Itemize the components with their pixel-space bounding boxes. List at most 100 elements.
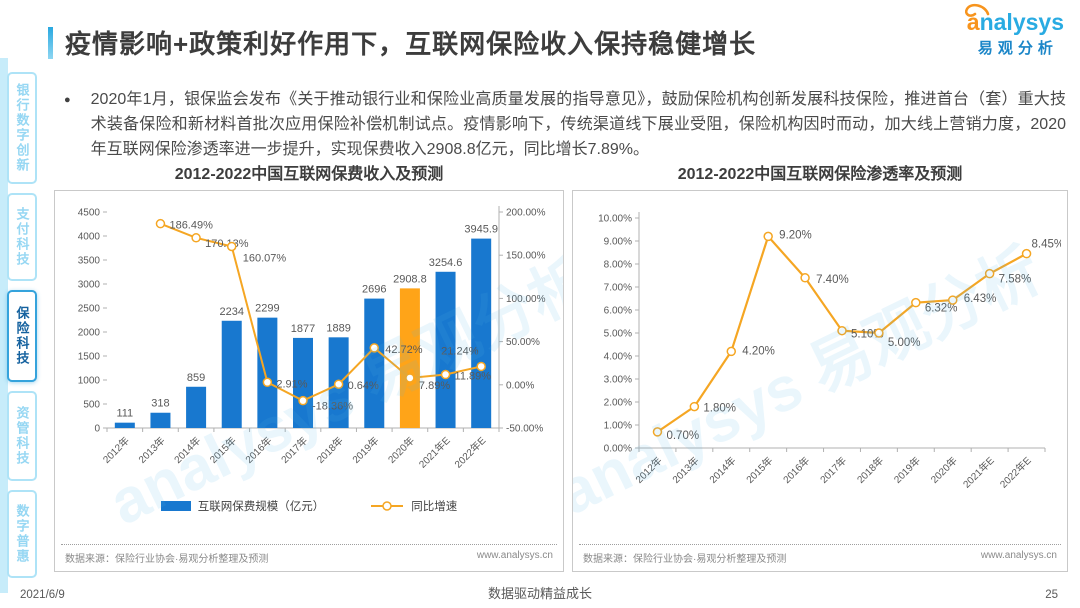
sidebar-item-label: 银行数字创新	[14, 83, 30, 173]
growth-point-2017年	[298, 395, 308, 406]
axis-label: 1000	[78, 376, 101, 387]
x-axis-label: 2017年	[817, 454, 849, 486]
sidebar-item-digital-inclusion[interactable]: 数字普惠	[7, 490, 37, 578]
axis-label: 150.00%	[506, 251, 546, 262]
bar-2013年	[150, 412, 171, 428]
axis-label: 1.00%	[604, 421, 632, 432]
website-link[interactable]: www.analysys.cn	[476, 550, 553, 561]
title-accent-bar	[48, 26, 53, 59]
footer-slogan: 数据驱动精益成长	[487, 586, 592, 601]
bar-value-label: 111	[116, 408, 133, 420]
growth-value-label: 2.91%	[276, 378, 307, 390]
sidebar-item-insurance-tech[interactable]: 保险科技	[7, 290, 37, 382]
sidebar-strip	[0, 58, 8, 593]
growth-value-label: 170.13%	[205, 238, 249, 250]
bar-value-label: 2234	[219, 306, 243, 318]
right-chart-panel: analysys 易观分析 0.00% 1.00% 2.00% 3.00% 4.00% 5…	[572, 190, 1068, 572]
x-axis-label: 2013年	[669, 454, 701, 486]
axis-label: 100.00%	[506, 294, 546, 305]
premium-income-combo-chart: 0 500 1000 1500 2000 2500 3000 3500 4000 4500 -50.…	[78, 206, 546, 471]
bar-value-label: 318	[151, 398, 169, 410]
axis-label: 4000	[78, 232, 101, 243]
left-chart-legend: 互联网保费规模（亿元） 同比增速	[61, 496, 557, 516]
website-link[interactable]: www.analysys.cn	[980, 550, 1057, 561]
penetration-point-2018年	[874, 328, 884, 338]
penetration-point-2012年	[652, 427, 663, 437]
legend-item-premium: 互联网保费规模（亿元）	[160, 498, 324, 514]
bar-2017年	[293, 337, 313, 428]
bar-2021年E	[435, 271, 456, 428]
axis-label: 0.00%	[506, 380, 534, 391]
penetration-point-2020年	[947, 295, 958, 305]
penetration-value-label: 5.00%	[888, 337, 921, 349]
growth-point-2014年	[191, 233, 201, 243]
axis-label: 6.00%	[604, 306, 632, 317]
axis-label: 10.00%	[598, 214, 632, 225]
legend-label: 同比增速	[411, 501, 458, 513]
growth-value-label: 186.49%	[169, 220, 213, 232]
bar-value-label: 859	[187, 372, 205, 384]
growth-value-label: 0.64%	[348, 380, 379, 392]
penetration-value-label: 7.40%	[816, 274, 849, 286]
growth-point-2019年	[369, 343, 380, 353]
penetration-point-2014年	[726, 346, 737, 357]
x-axis-label: 2019年	[891, 454, 923, 486]
x-axis-label: 2014年	[706, 454, 738, 486]
x-axis-label: 2013年	[136, 434, 168, 466]
axis-label: 2000	[78, 328, 101, 339]
sidebar-item-asset-mgmt-tech[interactable]: 资管科技	[7, 391, 37, 481]
x-axis-label: 2022年E	[997, 454, 1034, 491]
axis-label: 7.00%	[604, 283, 632, 294]
page-title: 疫情影响+政策利好作用下，互联网保险收入保持稳健增长	[65, 29, 757, 59]
bar-2020年	[399, 288, 420, 428]
line-legend-swatch	[371, 501, 404, 511]
penetration-point-2013年	[689, 401, 700, 412]
growth-point-2022年E	[476, 361, 486, 372]
axis-label: 4.00%	[604, 352, 632, 363]
axis-label: 1500	[78, 352, 101, 363]
bar-value-label: 2908.8	[393, 273, 427, 285]
x-axis-label: 2012年	[633, 454, 665, 486]
logo-brand-text: analysys	[966, 9, 1064, 35]
left-source-row: 数据来源：保险行业协会·易观分析整理及预测 www.analysys.cn	[61, 544, 557, 567]
growth-point-2018年	[333, 379, 344, 389]
x-axis-label: 2021年E	[960, 454, 997, 491]
right-source-row: 数据来源：保险行业协会·易观分析整理及预测 www.analysys.cn	[579, 544, 1061, 567]
growth-value-label: 7.89%	[419, 380, 450, 392]
growth-line	[160, 222, 482, 402]
penetration-value-label: 0.70%	[666, 430, 699, 442]
axis-label: 3000	[78, 280, 101, 291]
penetration-point-2017年	[837, 325, 847, 336]
sidebar-item-label: 保险科技	[14, 306, 30, 366]
growth-value-label: 11.89%	[455, 371, 492, 383]
axis-label: 9.00%	[604, 237, 632, 248]
bar-value-label: 3254.6	[429, 257, 463, 269]
bar-2019年	[364, 298, 385, 428]
header: 疫情影响+政策利好作用下，互联网保险收入保持稳健增长	[48, 24, 756, 61]
legend-item-growth: 同比增速	[370, 498, 457, 514]
bar-value-label: 1889	[326, 322, 350, 334]
penetration-point-2016年	[800, 273, 810, 283]
growth-point-2015年	[226, 241, 237, 252]
summary-block: ● 2020年1月，银保监会发布《关于推动银行业和保险业高质量发展的指导意见》，…	[64, 88, 1066, 162]
sidebar: 银行数字创新 支付科技 保险科技 资管科技 数字普惠	[0, 58, 40, 593]
sidebar-item-payment-tech[interactable]: 支付科技	[7, 193, 37, 281]
growth-value-label: 21.24%	[441, 345, 479, 357]
penetration-line-chart: 0.00% 1.00% 2.00% 3.00% 4.00% 5.00% 6.00% 7.00%…	[598, 212, 1061, 491]
penetration-point-2015年	[763, 231, 773, 242]
sidebar-item-banking-digital-innovation[interactable]: 银行数字创新	[7, 72, 37, 184]
bar-2014年	[186, 386, 207, 428]
axis-label: -50.00%	[506, 424, 543, 435]
data-source: 数据来源：保险行业协会·易观分析整理及预测	[65, 554, 269, 565]
x-axis-label: 2019年	[349, 434, 381, 466]
x-axis-label: 2018年	[314, 434, 346, 466]
bar-2022年E	[471, 238, 492, 428]
axis-label: 4500	[78, 208, 101, 219]
page-number: 25	[1045, 589, 1058, 601]
summary-text: 2020年1月，银保监会发布《关于推动银行业和保险业高质量发展的指导意见》，鼓励…	[90, 91, 1066, 158]
penetration-value-label: 8.45%	[1032, 239, 1061, 251]
charts-area: 2012-2022中国互联网保费收入及预测 analysys 易观分析 0 500…	[54, 164, 1068, 572]
bar-value-label: 2696	[362, 284, 386, 296]
axis-label: 3.00%	[604, 375, 632, 386]
growth-point-2013年	[155, 218, 166, 229]
